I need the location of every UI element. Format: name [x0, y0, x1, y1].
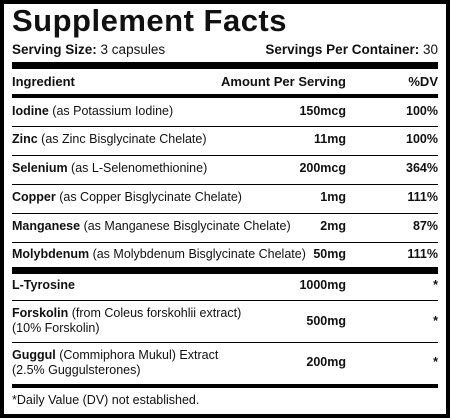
ingredient-detail: (as Copper Bisglycinate Chelate)	[55, 190, 242, 204]
ingredient-detail-line2: (2.5% Guggulsterones)	[12, 363, 141, 377]
ingredient-name: Copper	[12, 190, 56, 204]
row-divider	[12, 126, 438, 127]
ingredient-name: Manganese	[12, 219, 81, 233]
ingredient-detail: (from Coleus forskohlii extract)	[68, 306, 242, 320]
divider-header	[12, 94, 438, 98]
ingredient-detail: (as L-Selenomethionine)	[67, 161, 208, 175]
row-divider	[12, 184, 438, 185]
ingredient-amount: 150mcg	[299, 104, 346, 118]
ingredient-dv: 100%	[406, 104, 438, 118]
ingredient-detail: (Commiphora Mukul) Extract	[55, 348, 219, 362]
ingredient-detail: (as Potassium Iodine)	[48, 104, 174, 118]
servings-per-container: Servings Per Container: 30	[265, 40, 438, 60]
serving-size-value: 3 capsules	[100, 42, 166, 57]
ingredient-dv: 364%	[406, 161, 438, 175]
ingredient-dv: *	[433, 278, 438, 292]
header-amount: Amount Per Serving	[221, 74, 346, 89]
table-row: Guggul (Commiphora Mukul) Extract (2.5% G…	[12, 348, 438, 380]
row-divider	[12, 242, 438, 243]
ingredient-name: L-Tyrosine	[12, 278, 75, 292]
divider-thick-section	[12, 267, 438, 274]
ingredient-dv: 111%	[407, 247, 438, 261]
ingredient-amount: 200mg	[306, 355, 346, 369]
servings-per-container-label: Servings Per Container:	[265, 42, 420, 57]
header-ingredient: Ingredient	[12, 74, 75, 89]
serving-size-label: Serving Size:	[12, 42, 97, 57]
ingredient-amount: 200mcg	[299, 161, 346, 175]
ingredient-amount: 1mg	[320, 190, 346, 204]
ingredient-name: Forskolin	[12, 306, 69, 320]
ingredient-detail: (as Molybdenum Bisglycinate Chelate)	[89, 247, 306, 261]
ingredient-detail: (as Zinc Bisglycinate Chelate)	[37, 132, 207, 146]
ingredient-name: Zinc	[12, 132, 38, 146]
ingredient-name: Iodine	[12, 104, 49, 118]
table-row: Forskolin (from Coleus forskohlii extrac…	[12, 306, 438, 338]
ingredient-amount: 50mg	[313, 247, 346, 261]
footnote: *Daily Value (DV) not established.	[12, 393, 200, 407]
ingredient-dv: 87%	[412, 219, 438, 233]
serving-size: Serving Size: 3 capsules	[12, 40, 165, 60]
header-dv: %DV	[408, 74, 438, 89]
ingredient-amount: 1000mg	[299, 278, 346, 292]
ingredient-amount: 2mg	[320, 219, 346, 233]
ingredient-dv: 100%	[406, 132, 438, 146]
ingredient-amount: 11mg	[314, 132, 346, 146]
divider-thick	[12, 62, 438, 69]
row-divider	[12, 300, 438, 301]
ingredient-dv: *	[433, 314, 438, 328]
ingredient-name: Guggul	[12, 348, 56, 362]
ingredient-dv: *	[433, 355, 438, 369]
row-divider	[12, 213, 438, 214]
ingredient-name: Molybdenum	[12, 247, 90, 261]
ingredient-amount: 500mg	[306, 314, 346, 328]
ingredient-detail: (as Manganese Bisglycinate Chelate)	[80, 219, 291, 233]
panel-title: Supplement Facts	[12, 3, 287, 38]
serving-info: Serving Size: 3 capsules Servings Per Co…	[12, 40, 438, 60]
row-divider	[12, 155, 438, 156]
ingredient-name: Selenium	[12, 161, 68, 175]
ingredient-dv: 111%	[407, 190, 438, 204]
ingredient-detail-line2: (10% Forskolin)	[12, 321, 100, 335]
table-header: Ingredient Amount Per Serving %DV	[12, 72, 438, 92]
divider-footer	[12, 384, 438, 388]
row-divider	[12, 342, 438, 343]
servings-per-container-value: 30	[422, 42, 438, 57]
